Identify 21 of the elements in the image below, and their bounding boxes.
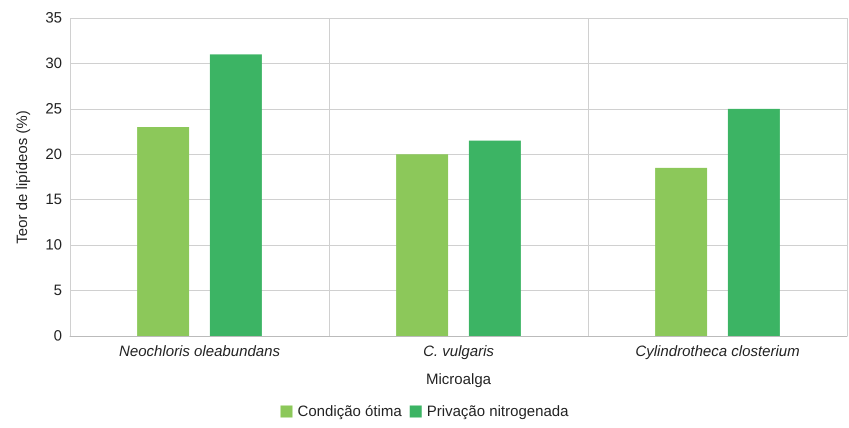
y-tick-label: 5 [54,282,62,300]
x-tick-label: Cylindrotheca closterium [635,343,800,360]
y-tick-label: 0 [54,328,62,344]
bar [728,108,780,336]
y-tick-label: 35 [45,10,62,26]
y-tick-label: 30 [45,54,62,72]
bar [137,127,190,336]
legend-label: Privação nitrogenada [426,403,570,420]
legend-label: Condição ótima [298,403,402,420]
y-tick-label: 15 [45,191,62,208]
bar [396,154,448,336]
x-tick-label: Neochloris oleabundans [119,343,280,360]
bar [655,168,708,336]
bar [210,54,262,336]
y-tick-label: 20 [45,146,62,163]
y-tick-label: 25 [45,100,62,118]
x-axis-title: Microalga [426,371,492,388]
y-axis-title: Teor de lipídeos (%) [14,110,31,244]
x-tick-label: C. vulgaris [423,343,494,360]
bar [468,140,521,336]
y-tick-label: 10 [45,236,62,254]
